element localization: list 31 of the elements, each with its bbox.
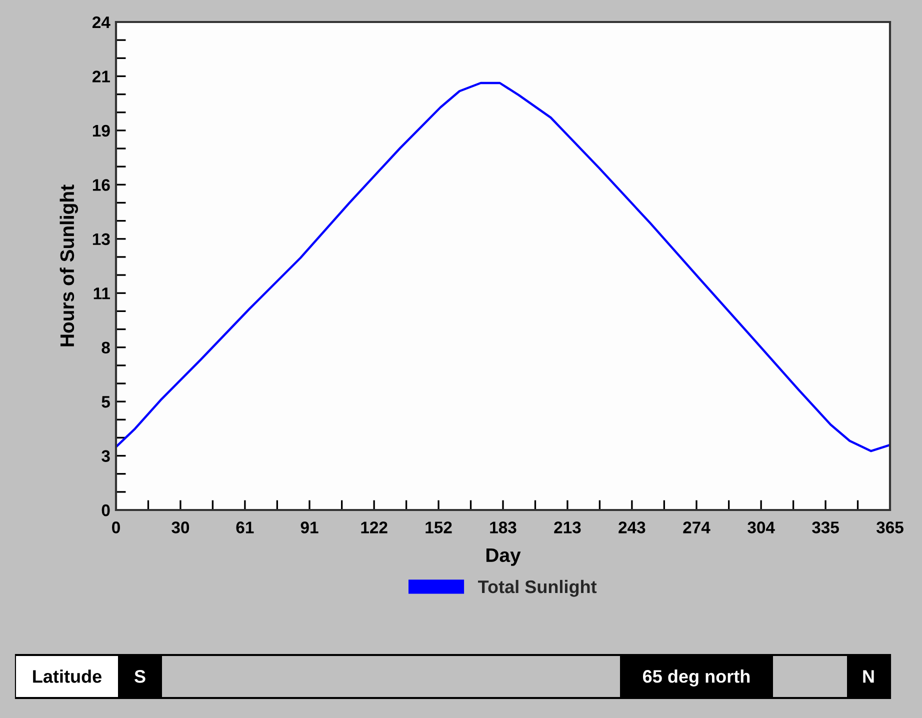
x-tick-label: 91 — [300, 522, 318, 534]
text: 65 deg north — [642, 670, 750, 686]
text: N — [863, 670, 874, 683]
text: Latitude — [33, 670, 102, 683]
x-tick-label: 274 — [683, 522, 710, 534]
y-tick-label: 8 — [102, 342, 110, 354]
x-tick-label: 304 — [748, 522, 775, 534]
x-tick-label: 122 — [361, 522, 388, 534]
y-tick-label: 24 — [92, 16, 110, 28]
y-tick-label: 13 — [92, 233, 110, 246]
y-tick-label: 21 — [92, 70, 110, 82]
y-axis-title: Hours of Sunlight — [60, 184, 78, 346]
x-tick-label: 335 — [812, 522, 839, 534]
x-axis-title: Day — [486, 548, 521, 566]
x-tick-label: 213 — [554, 522, 581, 534]
line-series — [116, 82, 890, 452]
x-tick-label: 152 — [426, 522, 452, 534]
text: S — [134, 670, 146, 683]
y-tick-label: 5 — [102, 396, 110, 408]
x-tick-label: 30 — [172, 522, 190, 534]
x-tick-label: 183 — [490, 522, 516, 534]
y-tick-label: 0 — [102, 504, 110, 516]
x-tick-label: 61 — [236, 522, 254, 534]
y-tick-label: 3 — [102, 450, 110, 462]
x-tick-label: 365 — [876, 522, 904, 534]
y-tick-label: 11 — [94, 288, 110, 300]
x-tick-label: 0 — [112, 522, 120, 534]
x-tick-label: 243 — [618, 522, 646, 534]
y-tick-label: 16 — [92, 179, 110, 191]
legend-label: Total Sunlight — [478, 580, 597, 597]
y-tick-label: 19 — [92, 124, 110, 137]
